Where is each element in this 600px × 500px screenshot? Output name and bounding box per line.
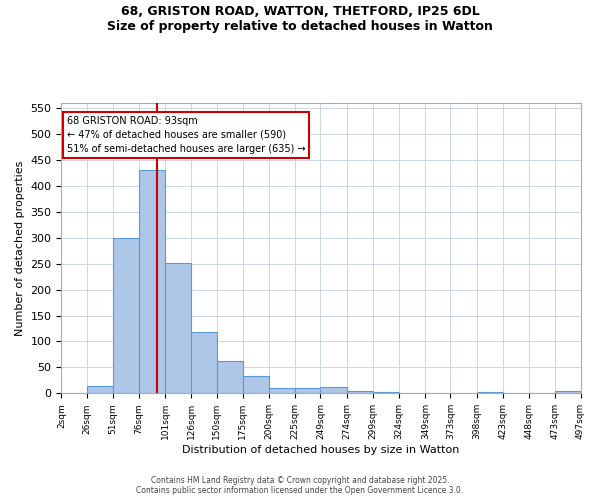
Bar — [556, 391, 581, 394]
Bar — [269, 388, 295, 394]
Bar — [139, 170, 165, 394]
Bar — [476, 392, 503, 394]
Text: 68, GRISTON ROAD, WATTON, THETFORD, IP25 6DL
Size of property relative to detach: 68, GRISTON ROAD, WATTON, THETFORD, IP25… — [107, 5, 493, 33]
Y-axis label: Number of detached properties: Number of detached properties — [15, 160, 25, 336]
Text: Contains HM Land Registry data © Crown copyright and database right 2025.
Contai: Contains HM Land Registry data © Crown c… — [136, 476, 464, 495]
Bar — [295, 388, 320, 394]
Bar — [113, 238, 139, 394]
Bar — [217, 360, 243, 394]
Bar — [243, 376, 269, 394]
Bar — [347, 391, 373, 394]
Bar — [320, 387, 347, 394]
Text: 68 GRISTON ROAD: 93sqm
← 47% of detached houses are smaller (590)
51% of semi-de: 68 GRISTON ROAD: 93sqm ← 47% of detached… — [67, 116, 305, 154]
Bar — [191, 332, 217, 394]
Bar — [373, 392, 399, 394]
Bar — [165, 262, 191, 394]
Bar — [86, 386, 113, 394]
X-axis label: Distribution of detached houses by size in Watton: Distribution of detached houses by size … — [182, 445, 460, 455]
